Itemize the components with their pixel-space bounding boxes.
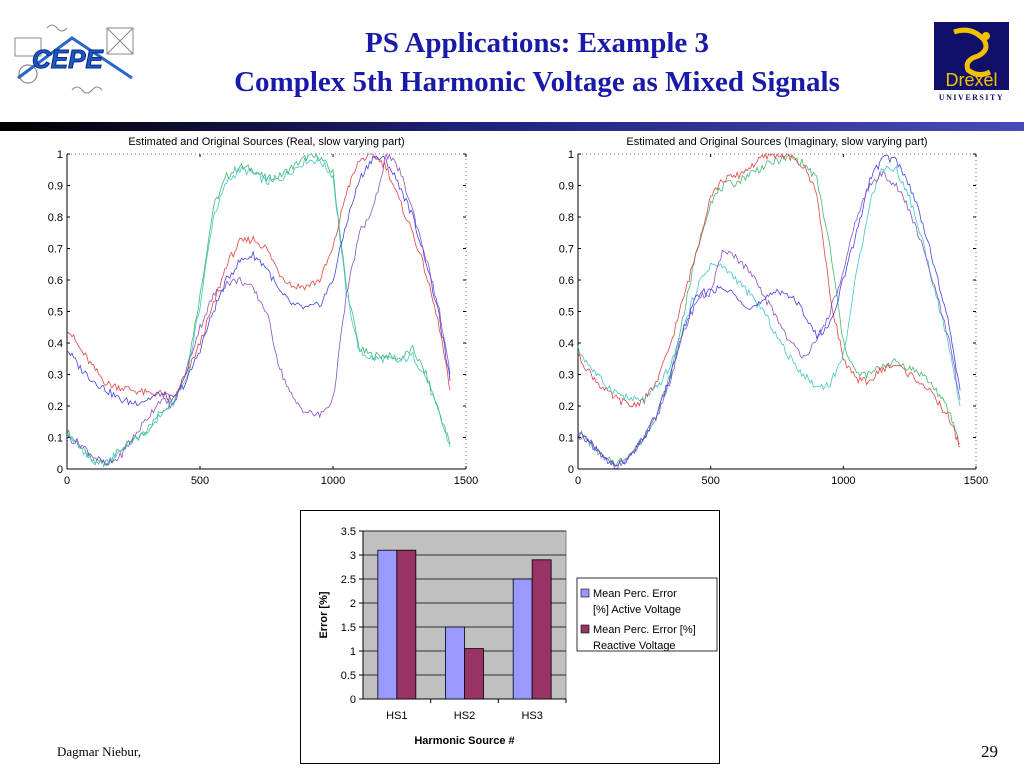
y-tick-label: 0.6: [48, 275, 63, 287]
series-line: [577, 152, 961, 448]
y-tick-label: 0.7: [559, 244, 574, 256]
error-bar-chart-frame: 0 0.5 1 1.5 2 2.5 3 3.5 HS1 HS2 HS3 Harmonic Source…: [300, 510, 720, 764]
series-line: [66, 153, 451, 402]
y-tick-label: 3: [350, 550, 356, 562]
legend: Mean Perc. Error [%] Active Voltage Mean P…: [576, 577, 718, 652]
y-tick-label: 0: [350, 694, 356, 706]
bar-hs1-active: [377, 549, 398, 700]
x-tick-label: 1500: [454, 475, 478, 487]
y-tick-label: 0.4: [48, 338, 63, 350]
legend-box: [576, 577, 718, 652]
y-tick-label: 0.1: [48, 433, 63, 445]
y-tick-label: 0.1: [559, 433, 574, 445]
x-tick-label: HS2: [454, 710, 475, 722]
title-divider: [0, 122, 1024, 131]
series-line: [66, 155, 451, 468]
series-line: [577, 170, 961, 470]
y-tick-label: 0.8: [48, 212, 63, 224]
bar-hs3-active: [512, 578, 533, 700]
footer-author: Dagmar Niebur,: [57, 744, 141, 759]
cepe-logo-text: CEPE: [32, 44, 103, 74]
y-tick-label: 0.3: [48, 370, 63, 382]
y-tick-label: 1.5: [341, 622, 356, 634]
slide-title-line1: PS Applications: Example 3: [364, 27, 710, 59]
series-line: [577, 154, 961, 467]
series-line: [66, 152, 451, 467]
y-tick-label: 0.4: [559, 338, 574, 350]
plot-frame: [577, 153, 977, 470]
real-sources-chart: Estimated and Original Sources (Real, sl…: [48, 136, 479, 487]
y-tick-label: 0.2: [48, 401, 63, 413]
y-tick-label: 0.2: [559, 401, 574, 413]
y-tick-label: 3.5: [341, 526, 356, 538]
drexel-logo-text: Drexel: [945, 70, 997, 90]
y-tick-label: 1: [57, 149, 63, 161]
drexel-university-label: UNIVERSITY: [938, 93, 1005, 102]
x-tick-label: 500: [191, 475, 209, 487]
x-tick-label: HS3: [521, 710, 542, 722]
y-tick-label: 0: [568, 464, 574, 476]
bar-hs3-reactive: [531, 559, 552, 700]
chart-title: Estimated and Original Sources (Imaginar…: [626, 136, 927, 148]
x-tick-label: 0: [64, 475, 70, 487]
legend-label: Mean Perc. Error [%] Reactive Voltage: [593, 624, 696, 652]
series-line: [66, 152, 451, 466]
x-tick-label: 1000: [831, 475, 855, 487]
x-tick-label: 0: [575, 475, 581, 487]
error-bar-chart: 0 0.5 1 1.5 2 2.5 3 3.5 HS1 HS2 HS3 Harmonic Source…: [318, 526, 718, 747]
bar-hs1-reactive: [396, 549, 417, 700]
y-tick-label: 1: [350, 646, 356, 658]
cepe-logo: CEPE: [12, 18, 137, 98]
y-tick-label: 0.5: [559, 307, 574, 319]
slide-title-line2: Complex 5th Harmonic Voltage as Mixed Si…: [234, 66, 840, 98]
x-axis-label: Harmonic Source #: [414, 735, 514, 747]
chart-title: Estimated and Original Sources (Real, sl…: [128, 136, 404, 148]
x-tick-label: 1000: [321, 475, 345, 487]
drexel-logo: Drexel: [934, 22, 1009, 102]
page-number: 29: [981, 742, 998, 761]
legend-swatch: [580, 588, 590, 598]
bar-hs2-active: [445, 626, 465, 700]
y-tick-label: 0.9: [48, 181, 63, 193]
series-line: [577, 154, 961, 467]
legend-label: Mean Perc. Error [%] Active Voltage: [593, 588, 681, 616]
series-line: [577, 165, 961, 407]
x-tick-label: 500: [701, 475, 719, 487]
bar-hs2-reactive: [464, 648, 484, 700]
y-tick-label: 0.5: [48, 307, 63, 319]
y-tick-label: 0.7: [48, 244, 63, 256]
series-line: [66, 155, 451, 406]
plot-frame: [66, 153, 467, 470]
x-tick-label: HS1: [386, 710, 407, 722]
y-tick-label: 2: [350, 598, 356, 610]
imaginary-sources-chart: Estimated and Original Sources (Imaginar…: [559, 136, 989, 487]
y-tick-label: 0.8: [559, 212, 574, 224]
y-tick-label: 2.5: [341, 574, 356, 586]
legend-swatch: [580, 624, 590, 634]
x-tick-label: 1500: [964, 475, 988, 487]
y-tick-label: 0.6: [559, 275, 574, 287]
y-tick-label: 0.3: [559, 370, 574, 382]
y-tick-label: 0.9: [559, 181, 574, 193]
y-tick-label: 0: [57, 464, 63, 476]
y-axis-label: Error [%]: [318, 591, 330, 638]
y-tick-label: 0.5: [341, 670, 356, 682]
y-tick-label: 1: [568, 149, 574, 161]
